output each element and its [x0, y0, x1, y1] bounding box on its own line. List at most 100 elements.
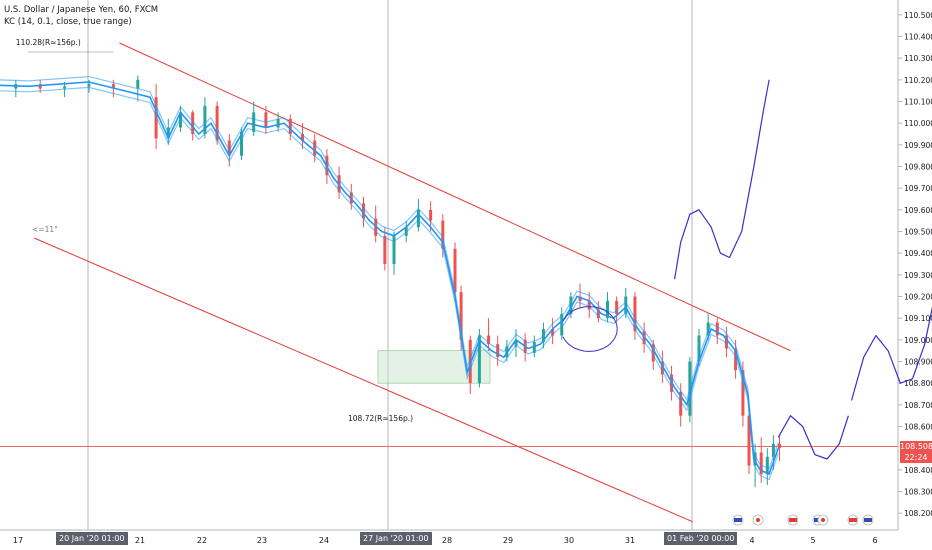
candle-body: [203, 105, 207, 134]
candle-body: [416, 209, 420, 228]
y-tick-label: 108.700: [904, 401, 932, 410]
time-tag-middle: 27 Jan '20 01:00: [360, 532, 432, 545]
candle-body: [487, 335, 491, 345]
candle-body: [453, 248, 457, 293]
candle-body: [252, 112, 256, 132]
event-flag-stripe: [734, 518, 742, 522]
y-tick-label: 109.200: [904, 293, 932, 302]
y-tick-label: 108.300: [904, 488, 932, 497]
x-tick-label: 23: [257, 536, 267, 545]
x-tick-label: 24: [319, 536, 329, 545]
candle-body: [651, 344, 655, 362]
x-tick-label: 22: [197, 536, 207, 545]
x-tick-label: 31: [625, 536, 635, 545]
y-tick-label: 109.400: [904, 249, 932, 258]
y-tick-label: 109.600: [904, 206, 932, 215]
projection-arc: [562, 306, 618, 352]
channel-lower-line: [33, 237, 694, 523]
candle-body: [724, 335, 728, 349]
candle-body: [753, 452, 757, 466]
candle-body: [313, 140, 317, 156]
candle-body: [606, 300, 609, 319]
keltner-upper-band: [0, 75, 779, 470]
y-tick-label: 109.700: [904, 184, 932, 193]
current-price-label: 108.508: [900, 440, 932, 452]
candle-body: [191, 112, 195, 134]
candle-body: [734, 348, 738, 371]
candle-body: [624, 296, 628, 314]
y-tick-label: 109.800: [904, 163, 932, 172]
high-label: 110.28(R≈156p.): [16, 38, 81, 47]
time-tag-right: 01 Feb '20 00:00: [664, 532, 738, 545]
y-tick-label: 108.200: [904, 509, 932, 518]
candle-body: [240, 131, 243, 156]
candle-body: [578, 296, 582, 301]
x-tick-label: 6: [872, 536, 877, 545]
candle-body: [288, 118, 292, 134]
projection-path-middle: [777, 415, 849, 460]
y-tick-label: 110.100: [904, 98, 932, 107]
event-dot-center: [821, 518, 825, 522]
candle-body: [747, 415, 751, 466]
y-tick-label: 109.900: [904, 141, 932, 150]
x-tick-label: 5: [810, 536, 815, 545]
y-tick-label: 108.800: [904, 379, 932, 388]
candle-body: [227, 140, 231, 156]
indicator-label: KC (14, 0.1, close, true range): [4, 17, 132, 27]
candle-body: [551, 329, 555, 336]
candle-body: [633, 296, 637, 332]
event-flag-stripe: [789, 518, 797, 522]
candle-body: [38, 84, 42, 89]
candle-body: [697, 335, 701, 362]
x-tick-label: 30: [564, 536, 574, 545]
y-tick-label: 110.500: [904, 11, 932, 20]
candle-body: [111, 84, 115, 89]
time-tag-left: 20 Jan '20 01:00: [56, 532, 128, 545]
candle-body: [765, 456, 769, 475]
candle-body: [759, 452, 763, 475]
angle-label: <=11°: [32, 225, 58, 234]
channel-upper-line: [119, 42, 791, 352]
y-tick-label: 108.400: [904, 466, 932, 475]
candle-body: [706, 322, 710, 336]
keltner-lower-band: [0, 86, 779, 481]
x-tick-label: 29: [503, 536, 513, 545]
candle-body: [496, 344, 500, 358]
candle-body: [532, 342, 536, 353]
y-tick-label: 109.500: [904, 228, 932, 237]
candle-body: [63, 86, 67, 89]
y-tick-label: 109.100: [904, 314, 932, 323]
x-tick-label: 4: [749, 536, 754, 545]
candle-body: [660, 361, 664, 375]
candle-body: [741, 370, 745, 416]
keltner-basis: [0, 81, 780, 476]
symbol-title: U.S. Dollar / Japanese Yen, 60, FXCM: [4, 5, 159, 15]
projection-path-upper: [674, 79, 770, 280]
candle-body: [136, 79, 140, 89]
x-tick-label: 28: [442, 536, 452, 545]
candle-body: [514, 339, 518, 347]
y-tick-label: 109.300: [904, 271, 932, 280]
x-tick-label: 17: [13, 536, 23, 545]
low-label: 108.72(R≈156p.): [348, 414, 413, 423]
candle-body: [560, 313, 564, 336]
projection-path-right: [850, 306, 932, 401]
candle-body: [392, 235, 396, 264]
candle-body: [771, 443, 775, 457]
bar-countdown: 22:24: [900, 451, 932, 463]
candle-body: [362, 203, 365, 219]
y-tick-label: 110.000: [904, 119, 932, 128]
candle-body: [301, 134, 304, 141]
y-tick-label: 110.400: [904, 33, 932, 42]
y-tick-label: 109.000: [904, 336, 932, 345]
candle-body: [215, 105, 219, 141]
event-dot-center: [756, 518, 760, 522]
y-tick-label: 108.600: [904, 423, 932, 432]
candle-body: [468, 339, 472, 384]
candle-body: [429, 209, 433, 221]
candle-body: [569, 296, 573, 314]
candle-body: [179, 112, 182, 128]
candle-body: [715, 322, 719, 336]
candle-body: [264, 112, 268, 128]
